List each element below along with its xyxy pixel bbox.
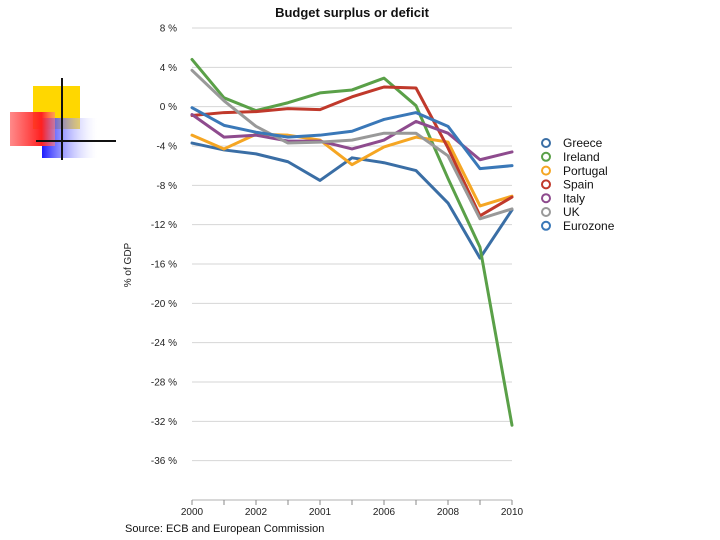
legend-label-greece: Greece — [563, 136, 603, 150]
x-tick-label: 2002 — [245, 507, 268, 518]
x-tick-label: 2008 — [437, 507, 460, 518]
x-tick-label: 2000 — [181, 507, 204, 518]
slide-decoration — [10, 78, 116, 160]
x-tick-label: 2001 — [309, 507, 332, 518]
legend-label-ireland: Ireland — [563, 150, 600, 164]
y-tick-label: 8 % — [160, 24, 177, 35]
source-note: Source: ECB and European Commission — [125, 523, 324, 535]
y-tick-label: -4 % — [156, 142, 177, 153]
legend-marker-ireland — [541, 151, 551, 162]
legend-marker-greece — [541, 138, 551, 148]
series-line-uk — [190, 68, 514, 221]
y-tick-label: -28 % — [151, 378, 177, 389]
y-axis-label: % of GDP — [123, 242, 134, 287]
legend-label-eurozone: Eurozone — [563, 219, 615, 233]
x-tick-label: 2006 — [373, 507, 396, 518]
series-lines — [190, 57, 514, 427]
gridlines — [192, 27, 512, 501]
series-line-ireland — [190, 57, 514, 427]
y-tick-label: 0 % — [160, 102, 177, 113]
y-tick-label: -20 % — [151, 299, 177, 310]
y-tick-label: -8 % — [156, 181, 177, 192]
legend-label-uk: UK — [563, 205, 580, 219]
legend-marker-eurozone — [541, 220, 551, 231]
chart-title: Budget surplus or deficit — [275, 5, 430, 20]
legend-label-spain: Spain — [563, 178, 594, 192]
y-axis-ticks: 8 % 4 % 0 % -4 % -8 % -12 % -16 % -20 % -24 % -28… — [151, 24, 177, 468]
y-tick-label: -32 % — [151, 417, 177, 428]
legend: GreeceIrelandPortugalSpainItalyUKEurozon… — [541, 136, 615, 233]
y-tick-label: -36 % — [151, 456, 177, 467]
legend-marker-uk — [541, 207, 551, 217]
x-tick-label: 2010 — [501, 507, 524, 518]
series-line-eurozone — [190, 106, 514, 171]
legend-label-italy: Italy — [563, 191, 585, 205]
x-axis-ticks: 2000 2002 2001 2006 2008 2010 — [181, 500, 524, 518]
legend-marker-portugal — [541, 165, 551, 176]
y-tick-label: 4 % — [160, 63, 177, 74]
series-line-portugal — [190, 132, 514, 208]
series-line-spain — [190, 85, 514, 218]
y-tick-label: -24 % — [151, 338, 177, 349]
legend-marker-italy — [541, 193, 551, 204]
series-line-greece — [190, 141, 514, 260]
y-tick-label: -12 % — [151, 220, 177, 231]
y-tick-label: -16 % — [151, 260, 177, 271]
legend-marker-spain — [541, 179, 551, 190]
legend-label-portugal: Portugal — [563, 164, 608, 178]
